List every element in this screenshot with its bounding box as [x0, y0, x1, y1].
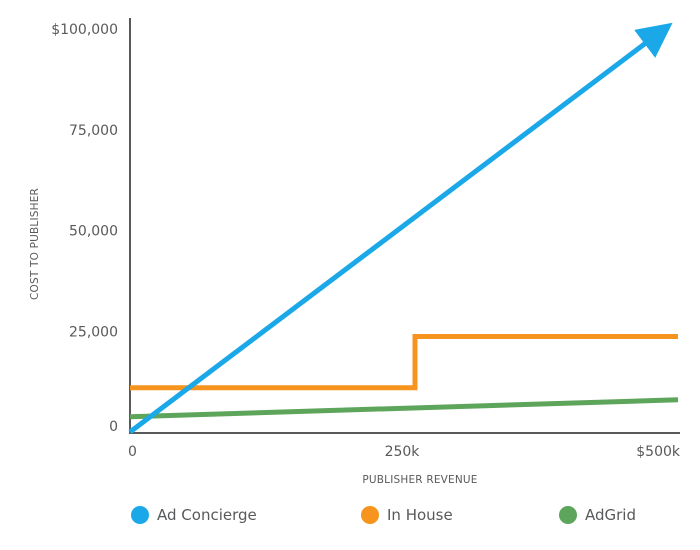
y-axis-title: COST TO PUBLISHER [29, 188, 41, 300]
y-tick-label: $100,000 [51, 22, 118, 38]
legend-label-adgrid: AdGrid [585, 506, 636, 524]
series-line-in-house [130, 334, 678, 391]
legend-label-in-house: In House [387, 506, 453, 524]
series-layer [128, 22, 679, 434]
axes [129, 18, 680, 434]
legend-swatch-adgrid [559, 506, 577, 524]
y-tick-label: 50,000 [69, 224, 118, 240]
series-line-ad-concierge [128, 22, 673, 434]
x-tick-label: $500k [636, 444, 681, 460]
y-tick-label: 0 [109, 419, 118, 435]
y-tick-label: 75,000 [69, 123, 118, 139]
x-tick-label: 250k [385, 444, 421, 460]
series-line-adgrid [129, 397, 679, 420]
x-axis-title: PUBLISHER REVENUE [362, 474, 477, 486]
legend: Ad Concierge In House AdGrid [131, 506, 636, 524]
legend-swatch-in-house [361, 506, 379, 524]
legend-swatch-ad-concierge [131, 506, 149, 524]
legend-label-ad-concierge: Ad Concierge [157, 506, 257, 524]
x-tick-label: 0 [128, 444, 137, 460]
labels-layer: 0 25,000 50,000 75,000 $100,000 0 250k $500k PUB… [29, 22, 681, 486]
y-tick-label: 25,000 [69, 324, 118, 340]
